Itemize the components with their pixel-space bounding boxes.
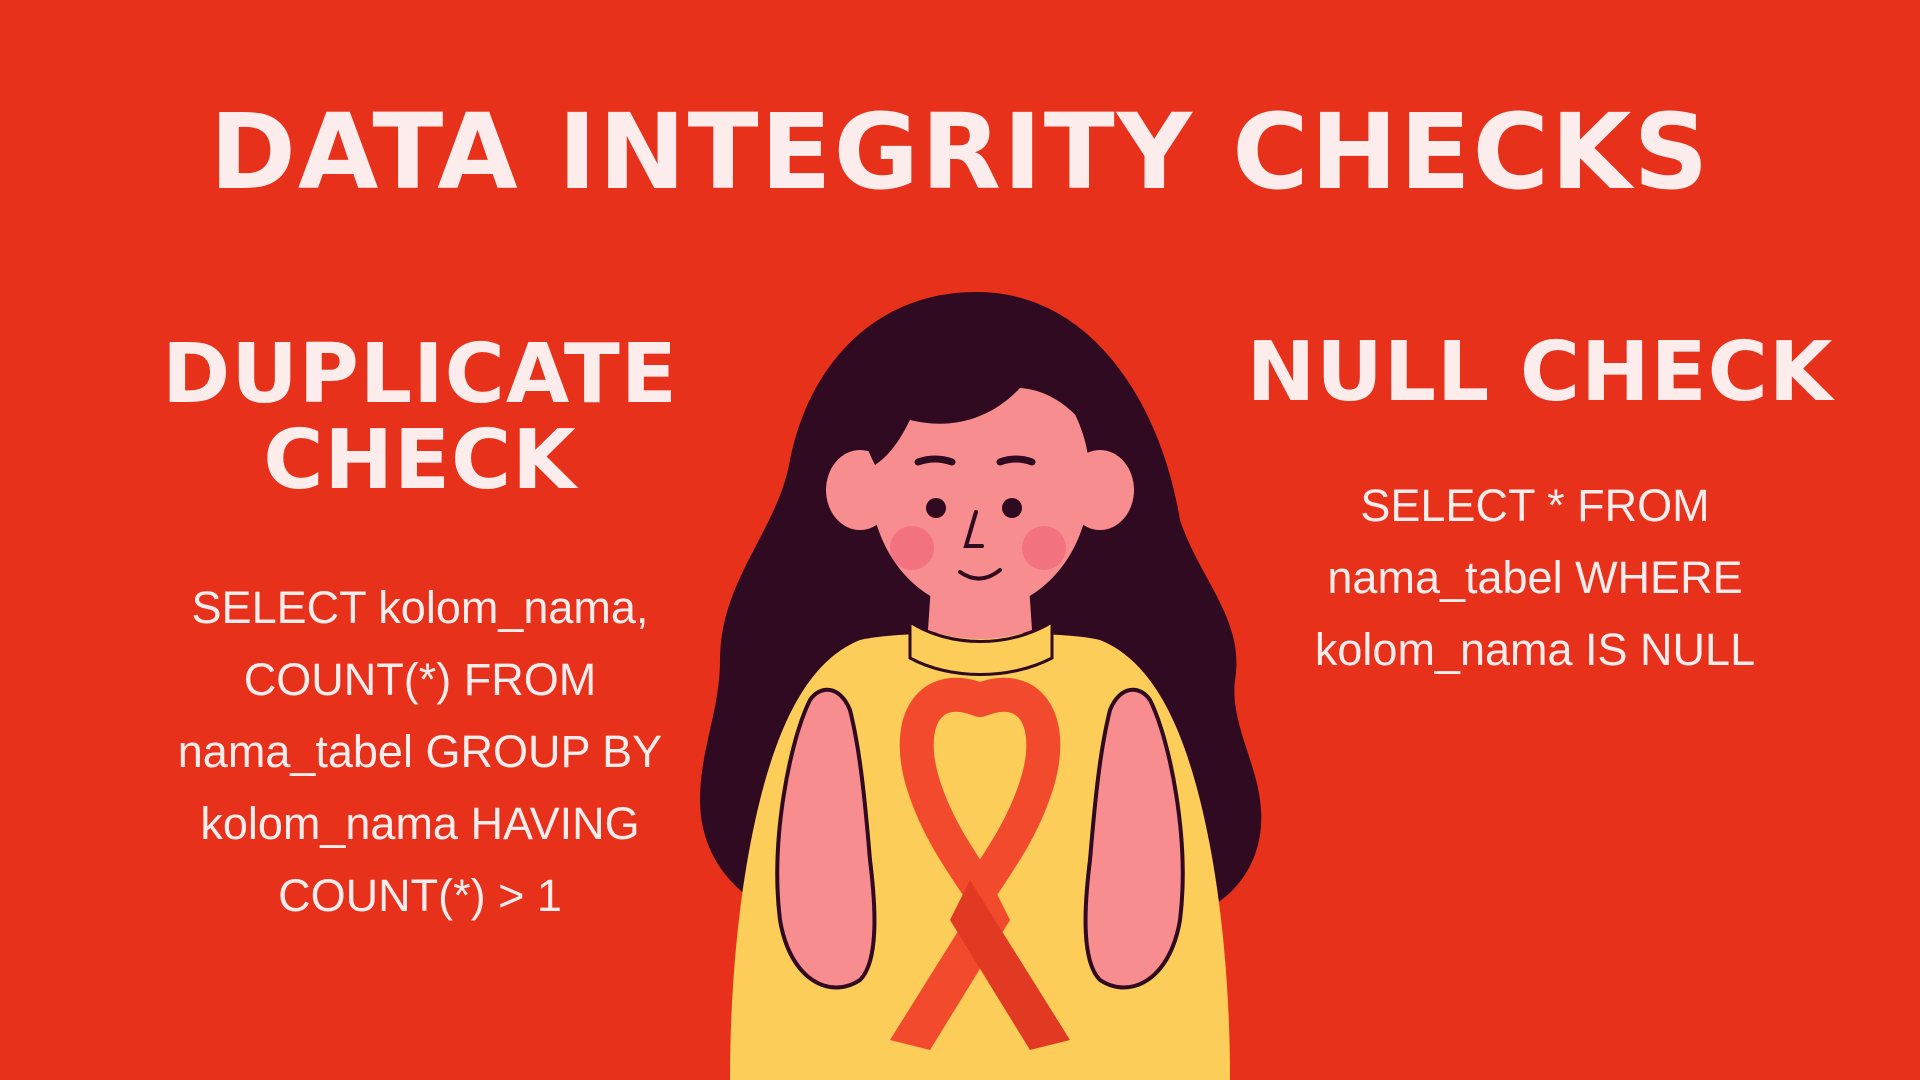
right-eyebrow-shape xyxy=(996,455,1036,466)
bangs-shape xyxy=(863,327,1102,465)
right-eye-shape xyxy=(1002,498,1022,518)
duplicate-check-heading: DUPLICATE CHECK xyxy=(162,327,678,508)
duplicate-check-query: SELECT kolom_nama, COUNT(*) FROM nama_ta… xyxy=(177,582,663,921)
right-hand-shape xyxy=(1083,687,1185,990)
left-eye-shape xyxy=(926,498,946,518)
nose-shape xyxy=(963,510,984,548)
ribbon-loop-shape xyxy=(899,677,1061,907)
woman-holding-awareness-ribbon-icon xyxy=(700,291,1262,1080)
right-ear-shape xyxy=(1066,450,1134,530)
right-cheek-shape xyxy=(1022,526,1066,570)
left-hand-shape xyxy=(775,687,877,990)
left-cheek-shape xyxy=(890,526,934,570)
smile-shape xyxy=(958,568,1002,581)
null-check-heading: NULL CHECK xyxy=(1246,325,1834,420)
left-ear-shape xyxy=(826,450,894,530)
left-eyebrow-shape xyxy=(914,455,956,466)
page-title: DATA INTEGRITY CHECKS xyxy=(209,91,1711,213)
null-check-query: SELECT * FROM nama_tabel WHERE kolom_nam… xyxy=(1314,480,1756,675)
ribbon-right-tail-shape xyxy=(950,880,1070,1050)
collar-shape xyxy=(908,619,1054,676)
